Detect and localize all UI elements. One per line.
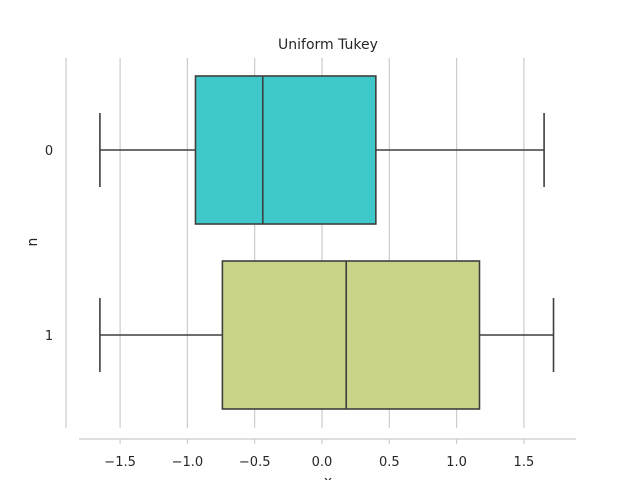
x-axis-ticks: −1.5 −1.0 −0.5 0.0 0.5 1.0 1.5: [104, 439, 534, 470]
iqr-box: [221, 260, 481, 410]
x-tick-label: −1.5: [104, 455, 136, 470]
x-tick-label: 0.5: [379, 455, 400, 470]
x-tick-label: −1.0: [172, 455, 204, 470]
y-axis-label: n: [25, 238, 41, 247]
box-series: [99, 75, 555, 410]
y-tick-label: 0: [45, 144, 53, 159]
y-axis-ticks: 01: [45, 144, 53, 344]
x-tick-label: 1.0: [446, 455, 467, 470]
iqr-box: [194, 75, 377, 225]
x-tick-label: −0.5: [239, 455, 271, 470]
chart-title: Uniform Tukey: [278, 37, 378, 53]
y-tick-label: 1: [45, 329, 53, 344]
x-axis-label: x: [324, 474, 332, 480]
x-tick-label: 1.5: [514, 455, 535, 470]
box-group-0: [99, 75, 545, 225]
x-tick-label: 0.0: [312, 455, 333, 470]
box-group-1: [99, 260, 555, 410]
